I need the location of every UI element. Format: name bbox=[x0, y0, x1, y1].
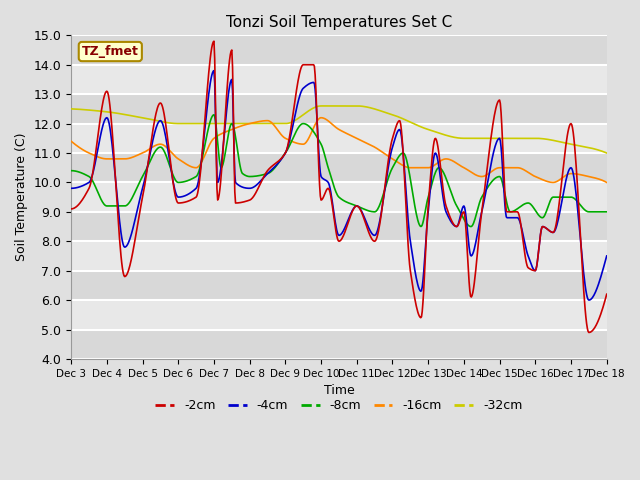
Bar bbox=[71, 153, 607, 182]
Bar bbox=[71, 241, 607, 271]
Bar bbox=[71, 182, 607, 212]
Text: TZ_fmet: TZ_fmet bbox=[82, 45, 139, 58]
Bar bbox=[71, 65, 607, 94]
Bar bbox=[71, 271, 607, 300]
Bar bbox=[71, 329, 607, 359]
Bar bbox=[71, 94, 607, 123]
Bar bbox=[71, 123, 607, 153]
Bar bbox=[71, 212, 607, 241]
Legend: -2cm, -4cm, -8cm, -16cm, -32cm: -2cm, -4cm, -8cm, -16cm, -32cm bbox=[150, 395, 527, 418]
X-axis label: Time: Time bbox=[324, 384, 355, 397]
Bar bbox=[71, 300, 607, 329]
Y-axis label: Soil Temperature (C): Soil Temperature (C) bbox=[15, 133, 28, 262]
Bar bbox=[71, 36, 607, 65]
Title: Tonzi Soil Temperatures Set C: Tonzi Soil Temperatures Set C bbox=[226, 15, 452, 30]
